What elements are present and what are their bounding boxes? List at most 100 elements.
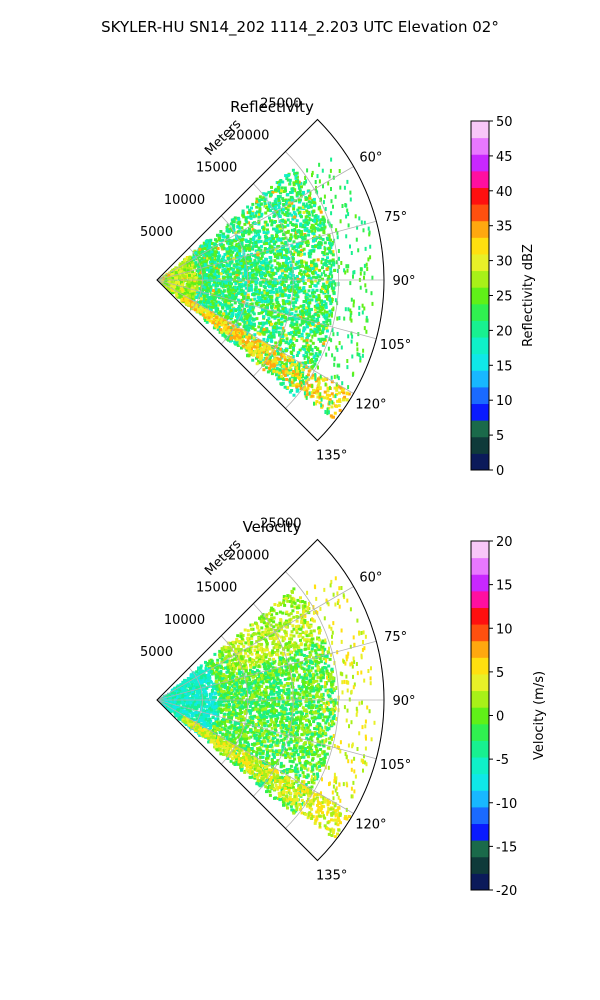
grid-spoke (156, 699, 354, 814)
azimuth-tick-label: 90° (392, 694, 415, 709)
colorbar-swatch (471, 873, 489, 891)
colorbar-swatch (471, 607, 489, 625)
colorbar-tick-label: 5 (496, 666, 504, 681)
colorbar-swatch (471, 557, 489, 575)
colorbar-swatch (471, 453, 489, 471)
azimuth-tick-label: 105° (380, 758, 411, 773)
chart-title: Reflectivity (230, 98, 314, 116)
azimuth-tick-label: 90° (392, 274, 415, 289)
colorbar-swatch (471, 386, 489, 405)
radial-tick-label: 15000 (196, 161, 237, 176)
colorbar-tick-label: 15 (496, 359, 513, 374)
colorbar-swatch (471, 403, 489, 421)
colorbar-tick-label: -10 (496, 797, 517, 812)
sector-outline (156, 118, 385, 442)
velocity-panel: Velocity 60° 75° 90° 105° 120° 135° 5000 10000 15… (140, 517, 547, 900)
radial-tick-label: 20000 (228, 129, 269, 144)
colorbar-label: Velocity (m/s) (532, 671, 547, 760)
colorbar-swatch (471, 624, 489, 642)
grid-spoke (156, 699, 377, 760)
colorbar-swatch (471, 574, 489, 592)
radar-field (157, 157, 374, 419)
colorbar-tick-label: 40 (496, 185, 513, 200)
colorbar-tick-label: 10 (496, 622, 513, 637)
grid-spoke (156, 166, 354, 281)
grid-spoke (156, 279, 354, 394)
colorbar-swatch (471, 303, 489, 321)
azimuth-tick-label: 120° (355, 398, 386, 413)
colorbar-swatch (471, 806, 489, 825)
colorbar-swatch (471, 707, 489, 725)
colorbar-label: Reflectivity dBZ (521, 244, 536, 347)
colorbar-tick-label: 45 (496, 150, 513, 165)
colorbar-swatch (471, 187, 489, 205)
colorbar-swatch (471, 420, 489, 438)
radial-tick-label: 5000 (140, 225, 173, 240)
colorbar-swatch (471, 840, 489, 858)
radial-tick-label: 10000 (164, 613, 205, 628)
colorbar: -20 -15 -10 -5 0 5 10 15 20 Velocity (m/s) (470, 535, 547, 899)
colorbar-swatch (471, 204, 489, 222)
colorbar-swatch (471, 436, 489, 454)
colorbar-swatch (471, 137, 489, 155)
azimuth-tick-label: 135° (316, 449, 347, 464)
colorbar-tick-label: -20 (496, 884, 517, 899)
colorbar-swatch (471, 337, 489, 355)
colorbar-swatch (471, 220, 489, 238)
chart-title: Velocity (243, 518, 302, 536)
colorbar-tick-label: 20 (496, 324, 513, 339)
colorbar-swatch (471, 590, 489, 608)
colorbar-tick-label: 0 (496, 464, 504, 479)
radar-field (157, 576, 376, 839)
colorbar-tick-label: 5 (496, 429, 504, 444)
colorbar-tick-label: 35 (496, 220, 513, 235)
azimuth-tick-label: 75° (384, 630, 407, 645)
colorbar-tick-label: 10 (496, 394, 513, 409)
colorbar-tick-label: -5 (496, 753, 509, 768)
reflectivity-panel: Reflectivity60°75°90°105°120°135°5000100… (140, 97, 536, 480)
colorbar-swatch (471, 757, 489, 775)
azimuth-tick-label: 105° (380, 338, 411, 353)
colorbar-swatch (471, 541, 489, 559)
azimuth-tick-label: 120° (355, 818, 386, 833)
azimuth-tick-label: 135° (316, 869, 347, 884)
colorbar-swatch (471, 253, 489, 272)
colorbar-tick-label: 0 (496, 710, 504, 725)
figure-suptitle: SKYLER-HU SN14_202 1114_2.203 UTC Elevat… (101, 18, 499, 37)
radial-tick-label: 10000 (164, 193, 205, 208)
colorbar-swatch (471, 723, 489, 741)
radial-tick-label: 15000 (196, 581, 237, 596)
colorbar-tick-label: 50 (496, 115, 513, 130)
colorbar-swatch (471, 657, 489, 675)
colorbar-swatch (471, 690, 489, 708)
colorbar-swatch (471, 823, 489, 841)
colorbar-swatch (471, 773, 489, 791)
radial-tick-label: 5000 (140, 645, 173, 660)
colorbar-swatch (471, 270, 489, 288)
colorbar-tick-label: 30 (496, 255, 513, 270)
colorbar-tick-label: 15 (496, 579, 513, 594)
azimuth-tick-label: 60° (359, 571, 382, 586)
radial-tick-label: 25000 (260, 517, 301, 532)
colorbar-swatch (471, 370, 489, 388)
colorbar-swatch (471, 640, 489, 658)
grid-spoke (156, 220, 377, 281)
grid-spoke (156, 279, 377, 340)
colorbar-swatch (471, 353, 489, 371)
colorbar-swatch (471, 154, 489, 172)
colorbar-swatch (471, 740, 489, 758)
azimuth-tick-label: 75° (384, 210, 407, 225)
colorbar: 0 5 10 15 20 25 30 35 40 45 50 Reflectivity dBZ (470, 115, 536, 479)
radial-tick-label: 25000 (260, 97, 301, 112)
colorbar-swatch (471, 320, 489, 338)
azimuth-tick-label: 60° (359, 151, 382, 166)
grid-spoke (156, 640, 377, 701)
colorbar-tick-label: 20 (496, 535, 513, 550)
colorbar-swatch (471, 170, 489, 188)
colorbar-swatch (471, 790, 489, 808)
colorbar-swatch (471, 287, 489, 305)
grid-spoke (156, 586, 354, 701)
colorbar-swatch (471, 673, 489, 692)
colorbar-swatch (471, 237, 489, 255)
